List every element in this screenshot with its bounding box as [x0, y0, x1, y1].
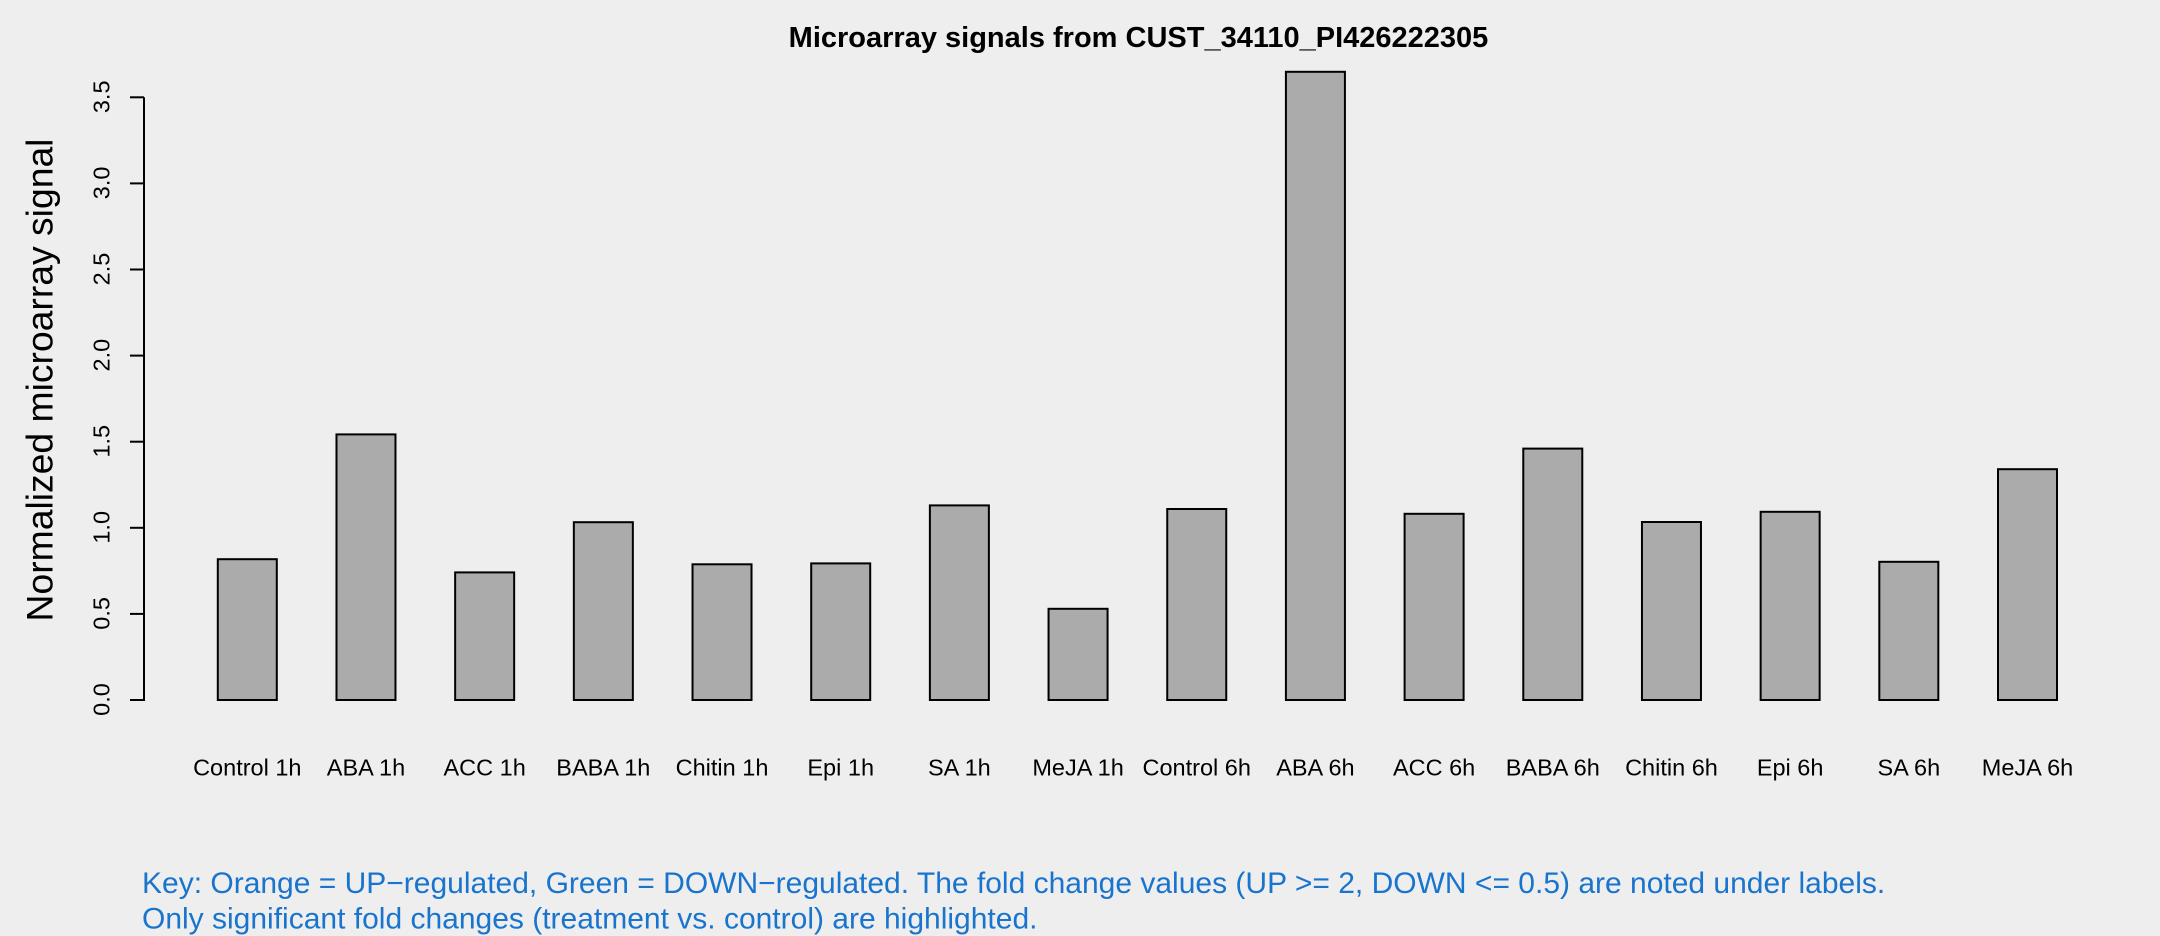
svg-text:Chitin 1h: Chitin 1h	[676, 755, 769, 781]
svg-text:2.5: 2.5	[89, 253, 115, 286]
svg-text:BABA 1h: BABA 1h	[556, 755, 650, 781]
svg-text:ABA 6h: ABA 6h	[1276, 755, 1354, 781]
svg-text:MeJA 6h: MeJA 6h	[1982, 755, 2073, 781]
svg-text:2.0: 2.0	[89, 339, 115, 372]
svg-text:SA 6h: SA 6h	[1877, 755, 1940, 781]
svg-text:Microarray signals from CUST_3: Microarray signals from CUST_34110_PI426…	[789, 22, 1489, 54]
svg-text:3.5: 3.5	[89, 80, 115, 113]
svg-text:Epi 1h: Epi 1h	[807, 755, 874, 781]
svg-text:ABA 1h: ABA 1h	[327, 755, 405, 781]
svg-text:Epi 6h: Epi 6h	[1757, 755, 1824, 781]
svg-text:ACC 6h: ACC 6h	[1393, 755, 1475, 781]
svg-text:Chitin 6h: Chitin 6h	[1625, 755, 1718, 781]
svg-text:Only significant fold changes: Only significant fold changes (treatment…	[142, 903, 1037, 936]
svg-text:MeJA 1h: MeJA 1h	[1032, 755, 1123, 781]
svg-text:SA 1h: SA 1h	[928, 755, 991, 781]
svg-text:1.0: 1.0	[89, 511, 115, 544]
svg-text:BABA 6h: BABA 6h	[1506, 755, 1600, 781]
svg-text:0.5: 0.5	[89, 597, 115, 630]
svg-text:ACC 1h: ACC 1h	[444, 755, 526, 781]
svg-text:Control 6h: Control 6h	[1143, 755, 1251, 781]
svg-text:3.0: 3.0	[89, 167, 115, 200]
svg-text:Normalized microarray signal: Normalized microarray signal	[19, 139, 61, 622]
svg-text:Control 1h: Control 1h	[193, 755, 301, 781]
svg-text:1.5: 1.5	[89, 425, 115, 458]
svg-text:0.0: 0.0	[89, 683, 115, 716]
svg-text:Key: Orange = UP−regulated, Gr: Key: Orange = UP−regulated, Green = DOWN…	[142, 867, 1885, 900]
